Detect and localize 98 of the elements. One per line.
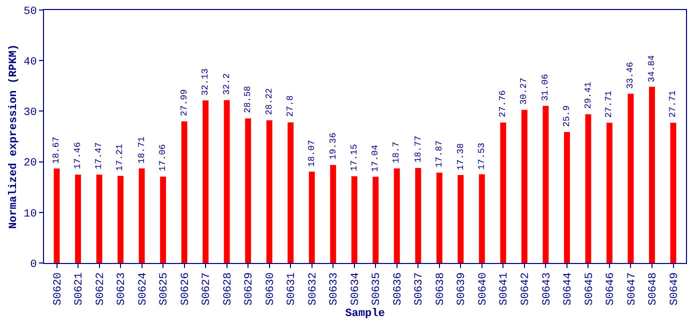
data-label: 18.67 <box>52 136 62 164</box>
x-tick-label: S0633 <box>328 272 341 306</box>
bar <box>54 168 60 263</box>
data-label: 17.46 <box>72 142 83 170</box>
y-tick-label: 30 <box>24 107 37 120</box>
bar <box>245 118 252 263</box>
data-label: 17.38 <box>456 143 466 170</box>
x-tick-label: S0628 <box>222 272 234 306</box>
y-axis-title: Normalized expression (RPKM) <box>8 44 20 229</box>
x-tick-label: S0626 <box>180 272 192 306</box>
x-tick-label: S0627 <box>201 272 214 306</box>
data-label: 27.76 <box>498 90 508 118</box>
x-tick-label: S0639 <box>456 272 468 306</box>
data-label: 18.7 <box>392 142 402 164</box>
x-tick-label: S0646 <box>605 272 618 306</box>
y-tick-label: 10 <box>24 208 37 220</box>
data-label: 17.04 <box>370 144 380 172</box>
data-label: 27.99 <box>179 89 190 116</box>
bar <box>521 110 528 263</box>
x-tick-label: S0630 <box>264 272 277 306</box>
x-tick-label: S0648 <box>648 272 660 306</box>
x-tick-label: S0640 <box>477 272 490 306</box>
x-tick-label: S0645 <box>584 272 596 306</box>
data-label: 17.21 <box>115 144 126 171</box>
bar <box>308 172 315 263</box>
data-label: 31.06 <box>540 74 550 102</box>
data-label: 17.53 <box>477 142 488 170</box>
x-tick-label: S0632 <box>307 272 320 306</box>
bar <box>351 176 358 263</box>
bar <box>372 176 379 263</box>
x-tick-label: S0624 <box>137 272 150 306</box>
x-tick-label: S0631 <box>286 272 298 306</box>
bar <box>649 86 655 263</box>
data-label: 32.2 <box>222 73 232 95</box>
bar <box>138 168 145 263</box>
data-label: 18.71 <box>136 136 147 164</box>
data-label: 17.47 <box>94 142 104 170</box>
data-label: 18.77 <box>414 136 424 163</box>
bar <box>96 174 102 263</box>
data-label: 17.87 <box>434 140 444 168</box>
x-tick-label: S0638 <box>434 272 447 306</box>
bar <box>288 122 294 263</box>
data-label: 29.41 <box>584 82 594 109</box>
bar <box>542 106 549 263</box>
x-tick-label: S0642 <box>520 272 532 306</box>
data-label: 30.27 <box>519 78 530 105</box>
bar <box>118 176 124 263</box>
data-label: 27.71 <box>668 90 678 118</box>
x-tick-label: S0623 <box>116 272 128 306</box>
bar <box>606 122 612 263</box>
data-label: 27.8 <box>285 95 296 117</box>
x-tick-label: S0620 <box>52 272 64 306</box>
data-label: 17.15 <box>350 144 360 172</box>
y-tick-label: 20 <box>24 158 37 170</box>
bar <box>458 175 464 263</box>
data-label: 33.46 <box>626 62 636 89</box>
bar <box>394 168 400 263</box>
bar <box>330 165 336 263</box>
bar <box>628 94 634 263</box>
data-label: 28.58 <box>243 86 254 113</box>
x-tick-label: S0647 <box>626 272 638 306</box>
x-axis-title: Sample <box>345 308 386 320</box>
x-tick-label: S0625 <box>158 272 171 306</box>
data-label: 34.84 <box>646 55 657 82</box>
bar <box>436 172 442 263</box>
bar <box>266 120 272 263</box>
x-tick-label: S0629 <box>244 272 256 306</box>
bar <box>670 122 676 263</box>
y-tick-label: 40 <box>24 56 37 68</box>
data-label: 27.71 <box>604 90 614 118</box>
bar <box>500 122 506 263</box>
x-tick-label: S0636 <box>392 272 404 306</box>
bar <box>478 174 485 263</box>
x-tick-label: S0649 <box>668 272 681 306</box>
data-label: 19.36 <box>328 132 339 160</box>
bar <box>75 174 81 263</box>
y-tick-label: 0 <box>30 258 37 271</box>
data-label: 32.13 <box>200 68 211 96</box>
bar <box>202 100 209 263</box>
data-label: 25.9 <box>562 105 572 127</box>
bar <box>224 100 230 263</box>
data-label: 28.22 <box>264 88 275 116</box>
x-tick-label: S0635 <box>371 272 384 306</box>
bar <box>160 176 166 263</box>
bar <box>585 114 592 263</box>
x-tick-label: S0634 <box>350 272 362 306</box>
bar <box>415 168 422 263</box>
bar <box>181 121 188 263</box>
x-tick-label: S0637 <box>414 272 426 306</box>
x-tick-label: S0641 <box>498 272 511 306</box>
data-label: 18.07 <box>306 140 317 167</box>
data-label: 17.06 <box>158 144 168 172</box>
x-tick-label: S0621 <box>74 272 86 306</box>
bar <box>564 132 570 263</box>
x-tick-label: S0643 <box>541 272 554 306</box>
x-tick-label: S0622 <box>94 272 107 306</box>
x-tick-label: S0644 <box>562 272 575 306</box>
y-tick-label: 50 <box>24 6 37 18</box>
